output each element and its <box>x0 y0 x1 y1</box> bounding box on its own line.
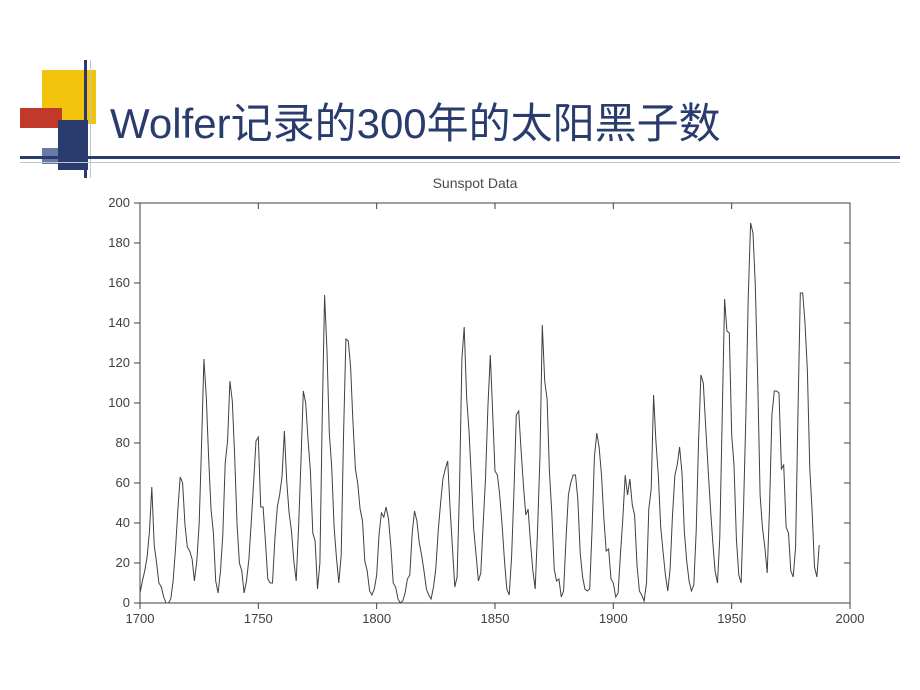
svg-text:200: 200 <box>108 195 130 210</box>
svg-text:120: 120 <box>108 355 130 370</box>
svg-text:60: 60 <box>116 475 130 490</box>
svg-text:2000: 2000 <box>836 611 865 626</box>
svg-text:1850: 1850 <box>481 611 510 626</box>
deco-horizontal-line <box>20 156 900 159</box>
deco-rect-red <box>20 108 62 128</box>
deco-vertical-line-thin <box>90 60 91 178</box>
svg-text:1900: 1900 <box>599 611 628 626</box>
svg-text:1750: 1750 <box>244 611 273 626</box>
svg-text:80: 80 <box>116 435 130 450</box>
slide: Wolfer记录的300年的太阳黑子数 Sunspot Data 0 20 40 60… <box>0 0 920 690</box>
svg-text:40: 40 <box>116 515 130 530</box>
sunspot-line-chart: 0 20 40 60 80 100 120 140 160 180 200 1700 1750 1800 1… <box>85 193 865 633</box>
chart-title: Sunspot Data <box>85 175 865 191</box>
deco-vertical-line <box>84 60 87 178</box>
svg-text:100: 100 <box>108 395 130 410</box>
chart-container: Sunspot Data 0 20 40 60 80 100 120 140 160 180 200… <box>85 175 865 635</box>
svg-text:160: 160 <box>108 275 130 290</box>
svg-text:20: 20 <box>116 555 130 570</box>
svg-text:1800: 1800 <box>362 611 391 626</box>
svg-text:0: 0 <box>123 595 130 610</box>
svg-text:180: 180 <box>108 235 130 250</box>
slide-title: Wolfer记录的300年的太阳黑子数 <box>110 90 721 151</box>
svg-text:140: 140 <box>108 315 130 330</box>
deco-horizontal-line-thin <box>20 162 900 163</box>
svg-text:1950: 1950 <box>717 611 746 626</box>
svg-text:1700: 1700 <box>126 611 155 626</box>
